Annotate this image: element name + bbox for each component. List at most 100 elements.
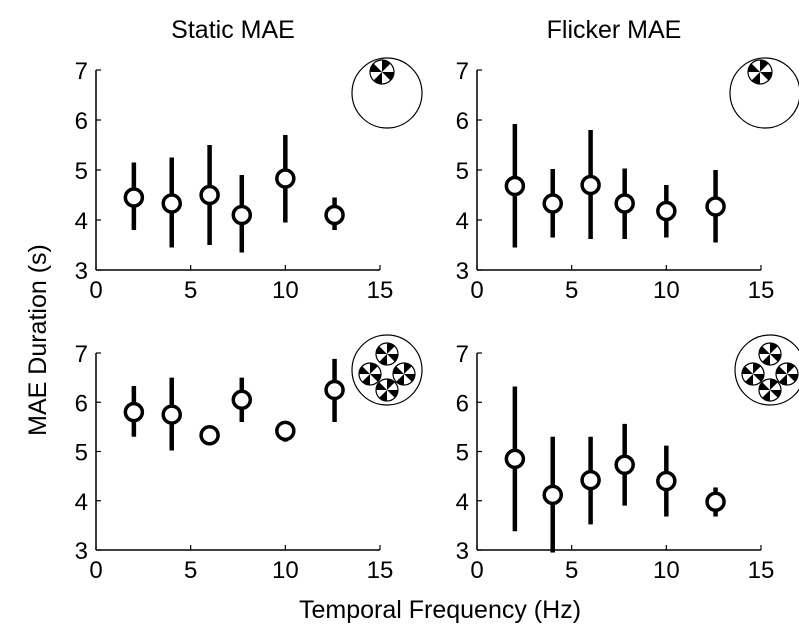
pinwheel-sector — [376, 346, 387, 354]
pinwheel-sector — [745, 374, 753, 385]
data-point — [542, 484, 563, 506]
inset-aperture — [351, 57, 423, 129]
inset-aperture — [734, 334, 799, 406]
x-tick-label: 10 — [653, 277, 680, 304]
data-point — [123, 187, 145, 208]
pinwheel-sector — [759, 346, 770, 354]
pinwheel-sector — [370, 374, 381, 382]
pinwheel-sector — [762, 354, 770, 365]
pinwheel-sector — [770, 354, 781, 362]
panel-2: Flicker MAE 0 5 10 15 3 4 5 6 7 — [456, 16, 799, 304]
pinwheel-sector — [396, 374, 404, 385]
pinwheel-sector — [362, 374, 370, 385]
pinwheel-sector — [770, 379, 778, 390]
y-tick-label: 4 — [456, 208, 469, 235]
y-tick-label: 5 — [456, 158, 469, 185]
x-tick-label: 15 — [748, 277, 775, 304]
y-tick-label: 7 — [75, 58, 88, 85]
pinwheel-icon — [392, 362, 416, 386]
pinwheel-sector — [779, 374, 787, 385]
data-point — [580, 174, 601, 196]
y-tick-label: 6 — [75, 108, 88, 135]
pinwheel-icon — [369, 59, 395, 85]
y-tick-label: 5 — [75, 158, 88, 185]
y-tick-label: 4 — [75, 208, 88, 235]
pinwheel-sector — [387, 390, 398, 398]
pinwheel-icon — [358, 362, 382, 386]
y-tick-label: 3 — [456, 258, 469, 285]
pinwheel-sector — [762, 390, 770, 401]
panel-title: Flicker MAE — [547, 16, 682, 44]
x-tick-label: 15 — [367, 557, 394, 584]
pinwheel-sector — [787, 363, 795, 374]
data-point — [231, 204, 253, 226]
panel-title: Static MAE — [171, 16, 295, 44]
data-point — [705, 196, 726, 217]
pinwheel-sector — [753, 374, 765, 382]
y-axis-label: MAE Duration (s) — [24, 244, 52, 436]
pinwheel-icon — [758, 342, 782, 366]
pinwheel-sector — [770, 390, 781, 398]
stimulus-inset-icon — [734, 334, 799, 406]
x-tick-label: 5 — [184, 277, 197, 304]
pinwheel-sector — [387, 354, 398, 362]
pinwheel-sector — [370, 363, 378, 374]
x-tick-label: 0 — [470, 277, 483, 304]
pinwheel-sector — [359, 366, 370, 374]
data-point — [705, 491, 726, 512]
data-point — [614, 454, 635, 476]
pinwheel-sector — [760, 72, 772, 81]
data-point — [656, 470, 677, 492]
data-point — [614, 193, 635, 214]
y-tick-label: 3 — [75, 538, 88, 565]
y-tick-label: 3 — [456, 538, 469, 565]
pinwheel-sector — [404, 374, 415, 382]
data-point — [656, 200, 677, 222]
pinwheel-sector — [370, 63, 382, 72]
y-tick-label: 3 — [75, 258, 88, 285]
pinwheel-sector — [787, 374, 798, 382]
stimulus-inset-icon — [729, 57, 799, 129]
pinwheel-icon — [758, 378, 782, 402]
data-point — [275, 168, 296, 189]
pinwheel-sector — [393, 366, 404, 374]
pinwheel-sector — [742, 366, 753, 374]
x-axis-label: Temporal Frequency (Hz) — [299, 596, 581, 624]
stimulus-inset-icon — [351, 334, 423, 406]
data-point — [199, 424, 220, 446]
stimulus-inset-icon — [351, 57, 423, 129]
pinwheel-icon — [375, 342, 399, 366]
pinwheel-sector — [759, 382, 770, 390]
inset-aperture — [351, 334, 423, 406]
pinwheel-sector — [770, 343, 778, 354]
x-tick-label: 0 — [470, 557, 483, 584]
x-tick-label: 0 — [89, 277, 102, 304]
pinwheel-sector — [760, 60, 769, 72]
pinwheel-sector — [387, 379, 395, 390]
x-tick-label: 15 — [367, 277, 394, 304]
pinwheel-sector — [379, 390, 387, 401]
x-tick-label: 10 — [272, 277, 299, 304]
y-tick-label: 5 — [456, 440, 469, 467]
data-point — [324, 379, 345, 401]
pinwheel-sector — [382, 59, 391, 72]
y-tick-label: 4 — [75, 489, 88, 516]
pinwheel-sector — [382, 72, 394, 81]
data-point — [199, 184, 220, 206]
y-tick-label: 4 — [456, 489, 469, 516]
pinwheel-sector — [404, 363, 412, 374]
x-tick-label: 15 — [748, 557, 775, 584]
inset-aperture — [729, 57, 799, 129]
data-point — [324, 204, 345, 226]
pinwheel-sector — [376, 382, 387, 390]
data-point — [504, 448, 526, 470]
x-tick-label: 0 — [89, 557, 102, 584]
pinwheel-sector — [753, 363, 761, 374]
x-tick-label: 5 — [565, 277, 578, 304]
pinwheel-sector — [379, 354, 387, 365]
pinwheel-icon — [775, 362, 799, 386]
x-tick-label: 10 — [272, 557, 299, 584]
panel-4: 0 5 10 15 3 4 5 6 7 — [456, 334, 799, 584]
